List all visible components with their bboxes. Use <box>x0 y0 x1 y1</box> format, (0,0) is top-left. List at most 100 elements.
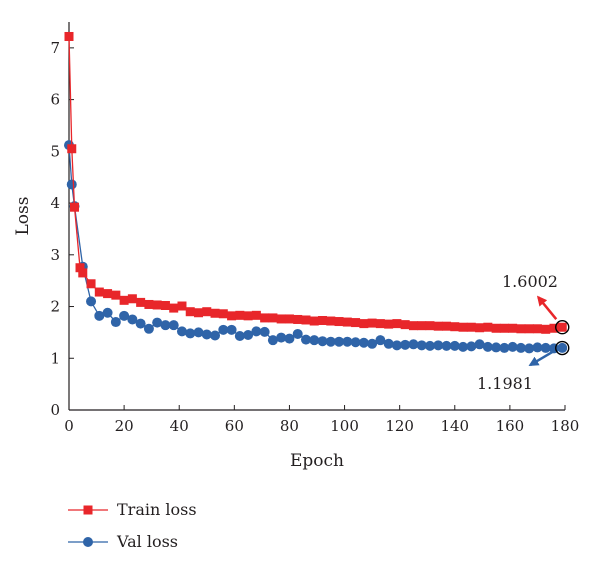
point-train-loss <box>202 307 212 317</box>
annotation-label: 1.1981 <box>477 374 533 393</box>
point-train-loss <box>483 322 493 332</box>
point-train-loss <box>541 324 551 334</box>
point-val-loss <box>449 340 460 351</box>
point-val-loss <box>532 342 543 353</box>
point-val-loss <box>284 333 295 344</box>
point-val-loss <box>309 335 320 346</box>
point-train-loss <box>351 318 361 328</box>
point-val-loss <box>300 334 311 345</box>
point-val-loss <box>276 332 287 343</box>
point-val-loss <box>524 343 535 354</box>
point-train-loss <box>466 322 476 332</box>
annotation-circle <box>555 320 570 335</box>
point-train-loss <box>417 321 427 331</box>
point-train-loss <box>375 319 385 329</box>
point-train-loss <box>491 323 501 333</box>
x-tick-label: 80 <box>280 417 299 435</box>
x-tick-label: 40 <box>170 417 189 435</box>
point-val-loss <box>110 317 121 328</box>
point-val-loss <box>358 337 369 348</box>
point-val-loss <box>507 341 518 352</box>
point-train-loss <box>86 279 96 289</box>
annotation-label: 1.6002 <box>502 272 558 291</box>
point-train-loss <box>94 287 104 297</box>
point-val-loss <box>201 329 212 340</box>
point-train-loss <box>524 324 534 334</box>
point-train-loss <box>425 321 435 331</box>
point-train-loss <box>144 299 154 309</box>
point-val-loss <box>515 342 526 353</box>
point-val-loss <box>540 342 551 353</box>
point-val-loss <box>127 314 138 325</box>
point-val-loss <box>267 335 278 346</box>
point-val-loss <box>383 338 394 349</box>
point-train-loss <box>326 316 336 326</box>
legend-label-train-loss: Train loss <box>117 500 197 519</box>
x-tick-label: 120 <box>385 417 414 435</box>
point-train-loss <box>499 323 509 333</box>
series-layer <box>64 31 568 354</box>
series-train-loss <box>64 31 567 334</box>
axes: 0 1 2 3 4 5 6 7 0 20 40 60 80 100 120 140 160 180 <box>50 22 579 435</box>
point-val-loss <box>482 341 493 352</box>
point-train-loss <box>516 324 526 334</box>
annotation-arrow <box>528 350 553 367</box>
point-val-loss <box>251 326 262 337</box>
legend-item-train-loss: Train loss <box>68 500 197 519</box>
y-tick-label: 2 <box>50 298 60 316</box>
point-val-loss <box>185 328 196 339</box>
point-train-loss <box>251 310 261 320</box>
point-val-loss <box>391 340 402 351</box>
point-train-loss <box>70 202 80 212</box>
point-train-loss <box>433 321 443 331</box>
x-tick-label: 140 <box>440 417 469 435</box>
point-val-loss <box>226 324 237 335</box>
legend-swatch-marker <box>83 505 93 515</box>
point-train-loss <box>367 318 377 328</box>
point-train-loss <box>160 300 170 310</box>
point-val-loss <box>160 320 171 331</box>
point-train-loss <box>260 313 270 323</box>
point-val-loss <box>234 331 245 342</box>
point-val-loss <box>441 340 452 351</box>
x-tick-label: 60 <box>225 417 244 435</box>
point-val-loss <box>408 339 419 350</box>
annotation-layer: 1.6002 1.1981 <box>477 272 570 393</box>
point-val-loss <box>499 342 510 353</box>
point-val-loss <box>259 326 270 337</box>
y-tick-label: 1 <box>50 349 60 367</box>
point-train-loss <box>194 308 204 318</box>
point-train-loss <box>532 324 542 334</box>
point-val-loss <box>474 339 485 350</box>
point-train-loss <box>549 323 559 333</box>
point-val-loss <box>135 318 146 329</box>
point-train-loss <box>111 290 121 300</box>
point-train-loss <box>227 311 237 321</box>
point-val-loss <box>334 336 345 347</box>
point-val-loss <box>317 336 328 347</box>
point-train-loss <box>508 323 518 333</box>
point-train-loss <box>64 31 74 41</box>
point-train-loss <box>293 314 303 324</box>
x-tick-label: 180 <box>551 417 580 435</box>
point-train-loss <box>359 319 369 329</box>
point-train-loss <box>458 322 468 332</box>
point-val-loss <box>243 329 254 340</box>
series-val-loss <box>64 140 568 354</box>
x-tick-label: 20 <box>115 417 134 435</box>
point-val-loss <box>66 179 77 190</box>
point-train-loss <box>185 307 195 317</box>
point-train-loss <box>442 321 452 331</box>
x-tick-label: 160 <box>496 417 525 435</box>
annotation-arrow <box>536 295 558 321</box>
y-tick-label: 4 <box>50 194 60 212</box>
point-train-loss <box>127 294 137 304</box>
y-tick-label: 6 <box>50 91 60 109</box>
point-train-loss <box>78 268 88 278</box>
point-val-loss <box>119 310 130 321</box>
point-train-loss <box>243 311 253 321</box>
point-train-loss <box>67 144 77 154</box>
point-val-loss <box>152 317 163 328</box>
point-val-loss <box>375 335 386 346</box>
